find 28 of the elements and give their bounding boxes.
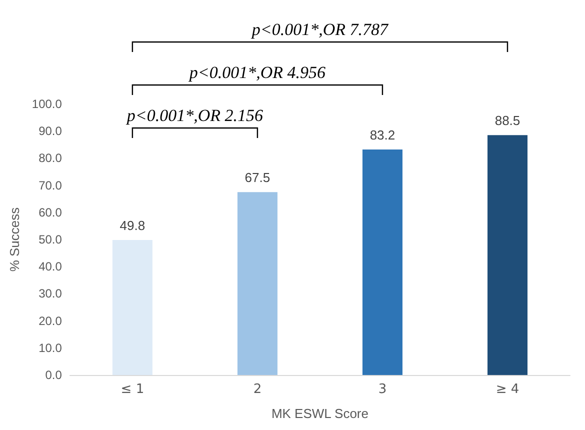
- bar: [362, 150, 402, 375]
- text: p<0.001*,OR 7.787: [250, 20, 390, 39]
- x-axis-title: MK ESWL Score: [271, 406, 368, 421]
- y-tick-label: 90.0: [38, 124, 62, 138]
- y-tick-label: 30.0: [38, 286, 62, 301]
- x-tick-label: 3: [378, 382, 387, 397]
- y-tick-label: 0.0: [45, 368, 62, 382]
- y-tick-label: 40.0: [38, 260, 62, 274]
- text: p<0.001*,OR 4.956: [188, 63, 326, 82]
- data-label: 83.2: [370, 128, 396, 143]
- y-tick-label: 80.0: [38, 151, 62, 166]
- y-tick-label: 50.0: [38, 232, 62, 246]
- x-tick-label: ≥ 4: [496, 382, 520, 397]
- y-axis-title: % Success: [7, 206, 22, 272]
- x-tick-label: 2: [253, 382, 262, 397]
- y-tick-label: 60.0: [38, 205, 62, 220]
- data-label: 67.5: [244, 170, 270, 186]
- bar: [487, 135, 528, 375]
- y-tick-label: 100.0: [32, 97, 62, 111]
- bar: [237, 192, 278, 375]
- annotation: p<0.001*,OR 2.156: [126, 106, 264, 125]
- x-tick-label: ≤ 1: [120, 382, 144, 397]
- data-label: 88.5: [494, 113, 520, 128]
- data-label: 49.8: [120, 218, 146, 234]
- y-tick-label: 10.0: [38, 340, 62, 355]
- bar: [112, 240, 152, 375]
- y-tick-label: 20.0: [38, 314, 62, 328]
- y-tick-label: 70.0: [38, 178, 62, 192]
